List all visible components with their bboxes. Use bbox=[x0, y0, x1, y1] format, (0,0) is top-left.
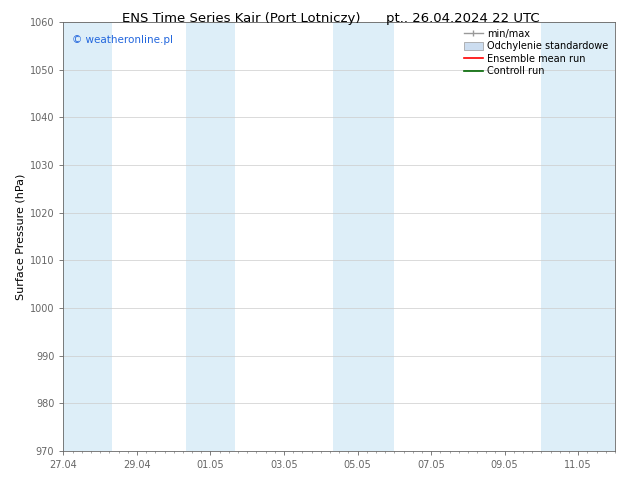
Bar bbox=[186, 22, 235, 451]
Text: ENS Time Series Kair (Port Lotniczy): ENS Time Series Kair (Port Lotniczy) bbox=[122, 12, 360, 25]
Bar bbox=[63, 22, 112, 451]
Bar bbox=[541, 22, 615, 451]
Legend: min/max, Odchylenie standardowe, Ensemble mean run, Controll run: min/max, Odchylenie standardowe, Ensembl… bbox=[462, 27, 610, 78]
Y-axis label: Surface Pressure (hPa): Surface Pressure (hPa) bbox=[16, 173, 25, 299]
Text: pt.. 26.04.2024 22 UTC: pt.. 26.04.2024 22 UTC bbox=[386, 12, 540, 25]
Text: © weatheronline.pl: © weatheronline.pl bbox=[72, 35, 172, 45]
Bar bbox=[333, 22, 394, 451]
